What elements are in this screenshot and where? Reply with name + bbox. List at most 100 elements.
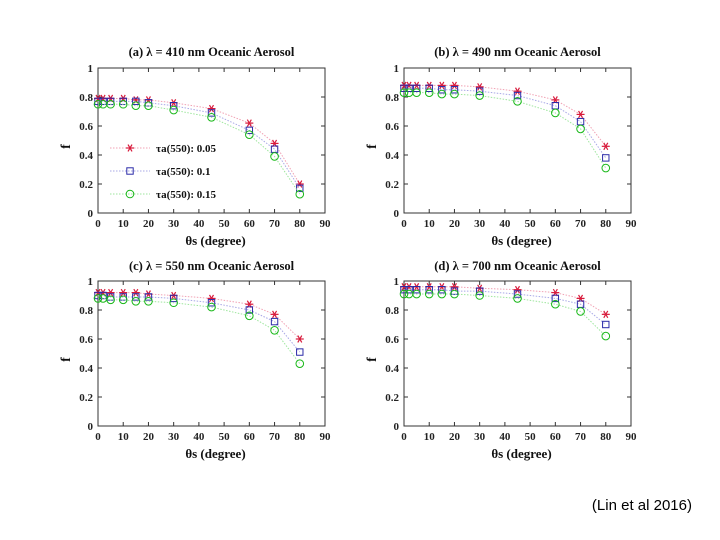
y-tick-label: 0.8	[79, 305, 93, 317]
plot-area-frame	[403, 280, 632, 427]
data-point-series-2	[450, 287, 459, 295]
data-point-series-3	[93, 99, 103, 109]
x-tick-label: 30	[474, 431, 486, 443]
x-tick-label: 40	[193, 218, 205, 230]
x-tick-label: 60	[244, 218, 256, 230]
data-point-series-3	[601, 331, 611, 341]
data-point-series-1	[601, 310, 610, 319]
x-tick-label: 70	[575, 431, 587, 443]
legend-marker	[126, 167, 134, 175]
chart-title: (c) λ = 550 nm Oceanic Aerosol	[129, 259, 295, 273]
x-tick-label: 0	[95, 218, 101, 230]
data-point-series-1	[131, 288, 140, 297]
data-point-series-1	[513, 285, 522, 294]
y-tick-label: 0.2	[79, 179, 93, 191]
data-point-series-2	[296, 348, 304, 356]
chart-title: (d) λ = 700 nm Oceanic Aerosol	[434, 259, 601, 273]
data-point-series-1	[245, 119, 254, 127]
data-point-series-3	[404, 289, 414, 299]
data-point-series-2	[245, 306, 254, 314]
y-tick-label: 0	[88, 208, 94, 220]
data-point-series-1	[576, 110, 585, 119]
data-point-series-2	[207, 299, 216, 307]
plot-area-frame	[97, 280, 326, 427]
x-tick-label: 70	[575, 218, 587, 230]
data-point-series-3	[207, 302, 216, 312]
data-point-series-3	[437, 89, 447, 99]
x-tick-label: 80	[600, 431, 612, 443]
x-tick-label: 90	[626, 218, 638, 230]
data-point-series-3	[412, 88, 421, 97]
data-point-series-3	[106, 295, 115, 305]
y-axis-label: f	[365, 357, 380, 362]
y-tick-label: 0.4	[385, 363, 399, 375]
y-axis-label: f	[365, 144, 380, 149]
data-point-series-2	[425, 84, 433, 92]
x-tick-label: 20	[449, 431, 461, 443]
y-tick-label: 0.8	[79, 92, 93, 104]
data-point-series-3	[245, 311, 254, 321]
data-point-series-1	[207, 104, 216, 113]
data-point-series-2	[400, 286, 408, 294]
y-tick-label: 0.8	[385, 305, 399, 317]
x-tick-label: 40	[499, 431, 511, 443]
data-point-series-2	[405, 286, 413, 294]
y-tick-label: 0.8	[385, 92, 399, 104]
series-line-1	[98, 292, 301, 340]
legend-label: τa(550): 0.05	[156, 143, 217, 155]
plot-area-frame	[403, 67, 632, 214]
x-tick-label: 10	[118, 431, 130, 443]
data-point-series-2	[513, 91, 522, 100]
legend-label: τa(550): 0.15	[156, 189, 217, 201]
x-tick-label: 60	[244, 431, 256, 443]
x-tick-label: 0	[401, 218, 407, 230]
x-tick-label: 10	[118, 218, 130, 230]
data-point-series-2	[602, 320, 610, 329]
y-tick-label: 0	[88, 421, 94, 433]
data-point-series-1	[119, 288, 128, 297]
data-point-series-3	[144, 101, 153, 110]
data-point-series-1	[437, 81, 446, 90]
data-point-series-2	[270, 317, 279, 326]
data-point-series-3	[450, 89, 459, 99]
y-tick-label: 1	[394, 63, 400, 75]
x-tick-label: 70	[269, 218, 281, 230]
data-point-series-2	[144, 99, 153, 107]
x-tick-label: 10	[424, 431, 436, 443]
data-point-series-3	[295, 359, 305, 368]
chart-panel-d: (d) λ = 700 nm Oceanic Aerosol 0 0.2 0.4 0.6…	[365, 259, 637, 461]
y-tick-label: 0.4	[79, 363, 93, 375]
data-point-series-3	[437, 289, 447, 299]
y-tick-label: 1	[88, 63, 94, 75]
series-line-3	[404, 293, 607, 337]
legend-marker	[125, 189, 135, 199]
data-point-series-3	[475, 291, 484, 300]
x-tick-label: 30	[168, 218, 180, 230]
y-tick-label: 0.6	[79, 121, 93, 133]
y-tick-label: 0.2	[385, 179, 399, 191]
data-point-series-2	[400, 84, 408, 92]
series-line-1	[404, 84, 607, 147]
y-tick-label: 0	[394, 208, 400, 220]
y-tick-label: 0.4	[79, 150, 93, 162]
data-point-series-3	[404, 88, 414, 97]
data-point-series-3	[131, 297, 141, 306]
data-point-series-2	[513, 290, 522, 298]
chart-panel-a: (a) λ = 410 nm Oceanic Aerosol 0 0.2 0.4 0.6…	[59, 45, 331, 248]
data-point-series-2	[245, 126, 254, 135]
x-tick-label: 40	[193, 431, 205, 443]
x-axis-label: θs (degree)	[491, 233, 551, 248]
x-tick-label: 30	[474, 218, 486, 230]
x-tick-label: 90	[626, 431, 638, 443]
data-point-series-1	[106, 288, 115, 297]
x-tick-label: 50	[219, 218, 231, 230]
data-point-series-3	[169, 298, 178, 308]
y-axis-label: f	[59, 357, 74, 362]
data-point-series-3	[245, 130, 254, 139]
data-point-series-3	[475, 91, 484, 100]
x-tick-label: 0	[401, 431, 407, 443]
y-tick-label: 0.4	[385, 150, 399, 162]
series-line-2	[404, 289, 607, 325]
data-point-series-3	[207, 113, 216, 122]
x-tick-label: 90	[320, 431, 332, 443]
